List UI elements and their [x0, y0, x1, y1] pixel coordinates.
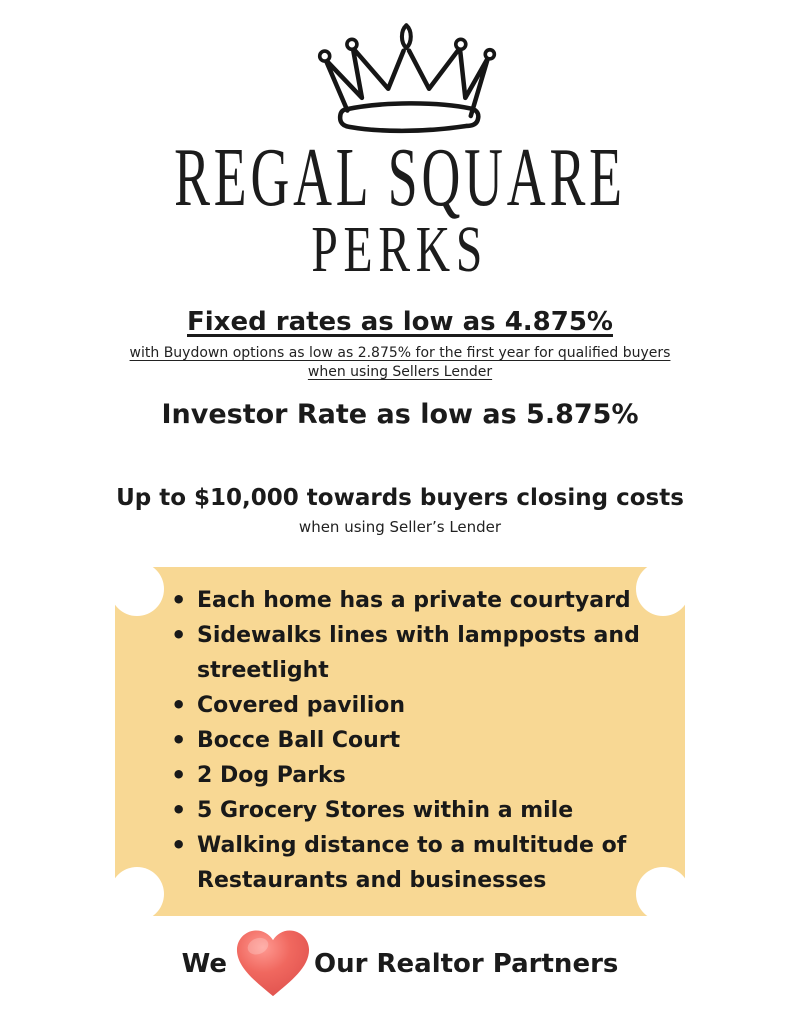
perk-item: Walking distance to a multitude of Resta…: [163, 828, 673, 898]
closing-costs-heading: Up to $10,000 towards buyers closing cos…: [116, 485, 684, 511]
perks-list: Each home has a private courtyard Sidewa…: [163, 583, 673, 898]
brand-subtitle-text: PERKS: [311, 213, 489, 286]
perk-item: 5 Grocery Stores within a mile: [163, 793, 673, 828]
perk-item: Sidewalks lines with lampposts and stree…: [163, 618, 673, 688]
buydown-note-line1: with Buydown options as low as 2.875% fo…: [129, 345, 671, 361]
crown-logo: [0, 18, 800, 145]
buydown-note-line2: when using Sellers Lender: [307, 364, 493, 380]
perk-item: Covered pavilion: [163, 688, 673, 723]
brand-title-text: REGAL SQUARE: [174, 131, 626, 224]
realtor-partners-line: We Our Realtor Partners: [0, 930, 800, 997]
perks-box: Each home has a private courtyard Sidewa…: [110, 562, 690, 921]
perk-item: Each home has a private courtyard: [163, 583, 673, 618]
buydown-note: with Buydown options as low as 2.875% fo…: [0, 344, 800, 382]
fixed-rate-heading: Fixed rates as low as 4.875%: [187, 307, 613, 337]
heart-icon: [236, 930, 310, 997]
corner-scoop-top-left: [110, 562, 164, 616]
investor-rate-heading: Investor Rate as low as 5.875%: [161, 399, 639, 430]
partners-label: Our Realtor Partners: [314, 948, 619, 979]
we-label: We: [181, 948, 228, 979]
closing-costs-note: when using Seller’s Lender: [298, 518, 502, 536]
brand-title: REGAL SQUARE: [0, 131, 800, 224]
crown-icon: [317, 23, 497, 134]
perk-item: 2 Dog Parks: [163, 758, 673, 793]
perk-item: Bocce Ball Court: [163, 723, 673, 758]
brand-subtitle: PERKS: [0, 213, 800, 286]
corner-scoop-bottom-left: [110, 867, 164, 921]
